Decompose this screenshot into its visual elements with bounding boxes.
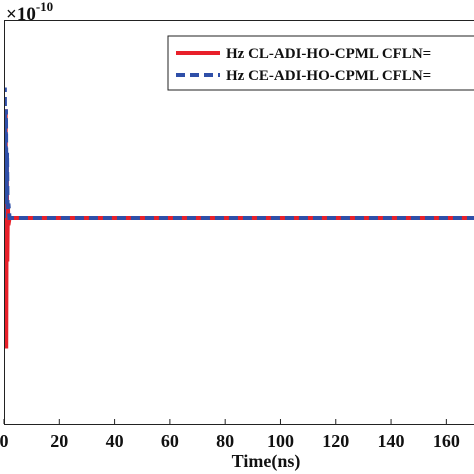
legend-label-ce: Hz CE-ADI-HO-CPML CFLN=	[226, 68, 431, 84]
y-exponent-label: ×10-10	[6, 0, 53, 25]
x-tick-label: 20	[50, 431, 68, 451]
y-exponent-base: ×10	[6, 4, 36, 25]
series-line-ce	[4, 87, 474, 220]
x-tick-label: 60	[161, 431, 179, 451]
legend-label-cl: Hz CL-ADI-HO-CPML CFLN=	[226, 46, 431, 62]
y-exponent-power: -10	[36, 0, 53, 14]
x-tick-label: 140	[378, 431, 405, 451]
x-tick-label: 80	[216, 431, 234, 451]
x-tick-label: 160	[433, 431, 460, 451]
x-tick-label: 120	[322, 431, 349, 451]
x-tick-label: 0	[0, 431, 9, 451]
x-tick-label: 40	[106, 431, 124, 451]
legend: Hz CL-ADI-HO-CPML CFLN= Hz CE-ADI-HO-CPM…	[167, 35, 474, 91]
x-ticks: 0 20 40 60 80 100 120 140 160	[0, 419, 460, 451]
x-axis-title: Time(ns)	[232, 451, 301, 472]
legend-box	[167, 35, 474, 91]
x-tick-label: 100	[267, 431, 294, 451]
series-layer	[4, 87, 474, 349]
